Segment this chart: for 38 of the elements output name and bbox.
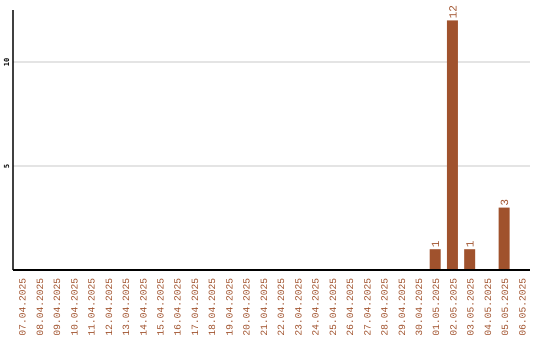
x-tick-label: 02.05.2025 — [448, 278, 460, 336]
x-tick-label: 28.04.2025 — [380, 278, 391, 336]
x-tick-label: 01.05.2025 — [431, 278, 442, 336]
x-tick-label: 30.04.2025 — [414, 278, 425, 336]
x-tick-label: 04.05.2025 — [482, 278, 494, 336]
bar — [430, 249, 441, 270]
x-tick-label: 16.04.2025 — [172, 278, 184, 336]
data-label: 1 — [431, 240, 444, 248]
x-tick-label: 05.05.2025 — [500, 278, 512, 336]
bar — [464, 249, 476, 270]
x-tick-label: 22.04.2025 — [276, 278, 288, 336]
bar — [498, 208, 510, 270]
x-tick-label: 13.04.2025 — [121, 278, 132, 336]
x-tick-label: 10.04.2025 — [69, 278, 80, 336]
x-tick-label: 17.04.2025 — [190, 278, 201, 336]
data-label: 3 — [500, 198, 512, 206]
data-label: 1 — [466, 240, 478, 248]
x-tick-label: 06.05.2025 — [517, 278, 528, 336]
x-tick-label: 27.04.2025 — [362, 278, 374, 336]
data-label: 12 — [448, 5, 460, 18]
x-tick-label: 29.04.2025 — [396, 278, 408, 336]
x-tick-label: 09.04.2025 — [52, 278, 64, 336]
x-tick-label: 08.04.2025 — [34, 278, 46, 336]
bar — [446, 20, 458, 270]
x-tick-label: 23.04.2025 — [293, 278, 304, 336]
x-tick-label: 26.04.2025 — [345, 278, 356, 336]
x-tick-label: 03.05.2025 — [466, 278, 477, 336]
x-tick-label: 19.04.2025 — [224, 278, 236, 336]
x-tick-label: 14.04.2025 — [138, 278, 150, 336]
x-tick-label: 21.04.2025 — [258, 278, 270, 336]
x-tick-label: 07.04.2025 — [18, 278, 29, 336]
x-tick-label: 18.04.2025 — [207, 278, 218, 336]
x-tick-label: 12.04.2025 — [104, 278, 115, 336]
x-tick-label: 25.04.2025 — [328, 278, 339, 336]
x-tick-label: 15.04.2025 — [155, 278, 166, 336]
x-tick-label: 11.04.2025 — [86, 278, 98, 336]
x-tick-label: 20.04.2025 — [242, 278, 253, 336]
x-tick-label: 24.04.2025 — [310, 278, 322, 336]
